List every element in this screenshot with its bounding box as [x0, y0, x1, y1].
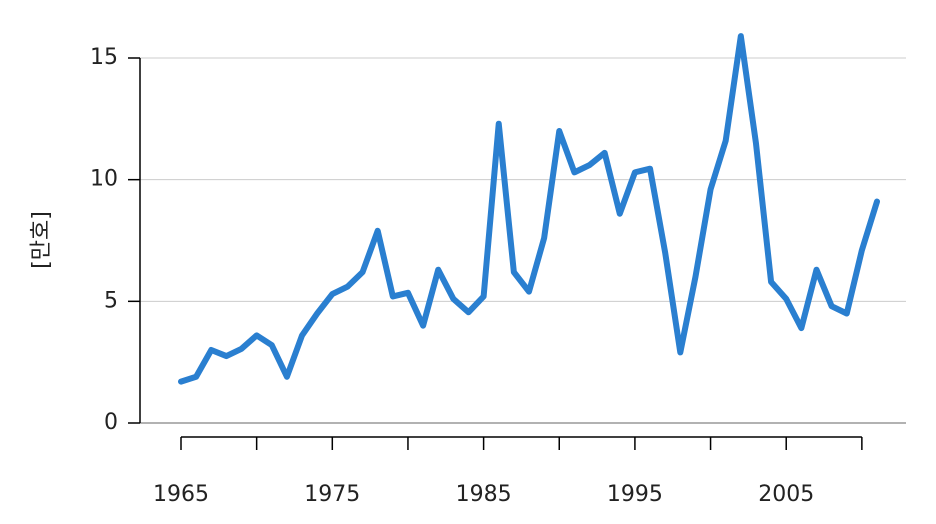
x-tick-label: 1965: [153, 482, 209, 507]
y-axis-label: [만호]: [29, 211, 54, 269]
y-tick-label: 0: [104, 410, 118, 435]
y-tick-label: 5: [104, 288, 118, 313]
y-tick-label: 10: [90, 167, 118, 192]
y-tick-label: 15: [90, 45, 118, 70]
line-series: [178, 33, 880, 385]
x-tick-label: 1995: [607, 482, 663, 507]
x-tick-label: 2005: [758, 482, 814, 507]
x-tick-label: 1985: [456, 482, 512, 507]
x-tick-label: 1975: [304, 482, 360, 507]
